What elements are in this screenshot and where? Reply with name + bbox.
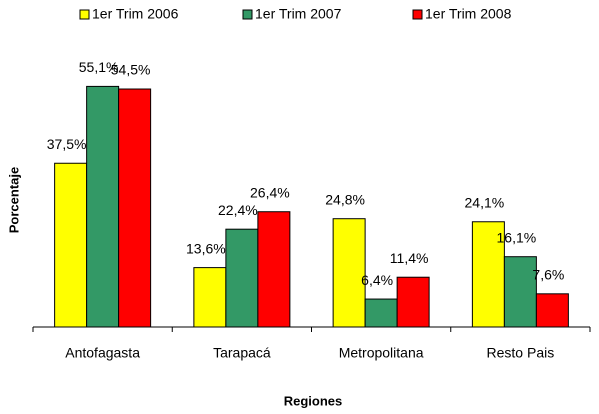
legend-label: 1er Trim 2006 [92, 6, 179, 22]
legend-swatch [79, 9, 90, 20]
bar [396, 276, 430, 328]
data-label: 26,4% [250, 184, 290, 200]
bar [86, 85, 120, 328]
legend-label: 1er Trim 2008 [425, 6, 512, 22]
legend-swatch [412, 9, 423, 20]
x-tick-label: Metropolitana [339, 345, 424, 361]
y-axis-title: Porcentaje [6, 167, 21, 233]
data-label: 6,4% [361, 272, 393, 288]
bar [535, 293, 569, 328]
bar [54, 162, 88, 328]
data-label: 16,1% [497, 229, 537, 245]
bar [503, 256, 537, 328]
data-label: 11,4% [390, 250, 429, 266]
data-label: 54,5% [111, 62, 151, 78]
bar [332, 218, 366, 328]
x-tick-label: Antofagasta [65, 345, 140, 361]
data-label: 55,1% [79, 59, 119, 75]
data-label: 24,1% [465, 194, 505, 210]
legend-swatch [242, 9, 253, 20]
data-label: 37,5% [47, 136, 87, 152]
bar [118, 88, 152, 328]
data-label: 22,4% [218, 202, 258, 218]
bar [225, 228, 259, 328]
x-tick-label: Resto Pais [487, 345, 555, 361]
bar [364, 298, 398, 328]
data-label: 7,6% [532, 267, 564, 283]
x-axis-title: Regiones [284, 393, 343, 408]
bar [193, 267, 227, 328]
bar [257, 211, 291, 328]
data-label: 24,8% [325, 191, 365, 207]
x-tick-label: Tarapacá [213, 345, 271, 361]
legend-label: 1er Trim 2007 [255, 6, 342, 22]
data-label: 13,6% [186, 240, 226, 256]
